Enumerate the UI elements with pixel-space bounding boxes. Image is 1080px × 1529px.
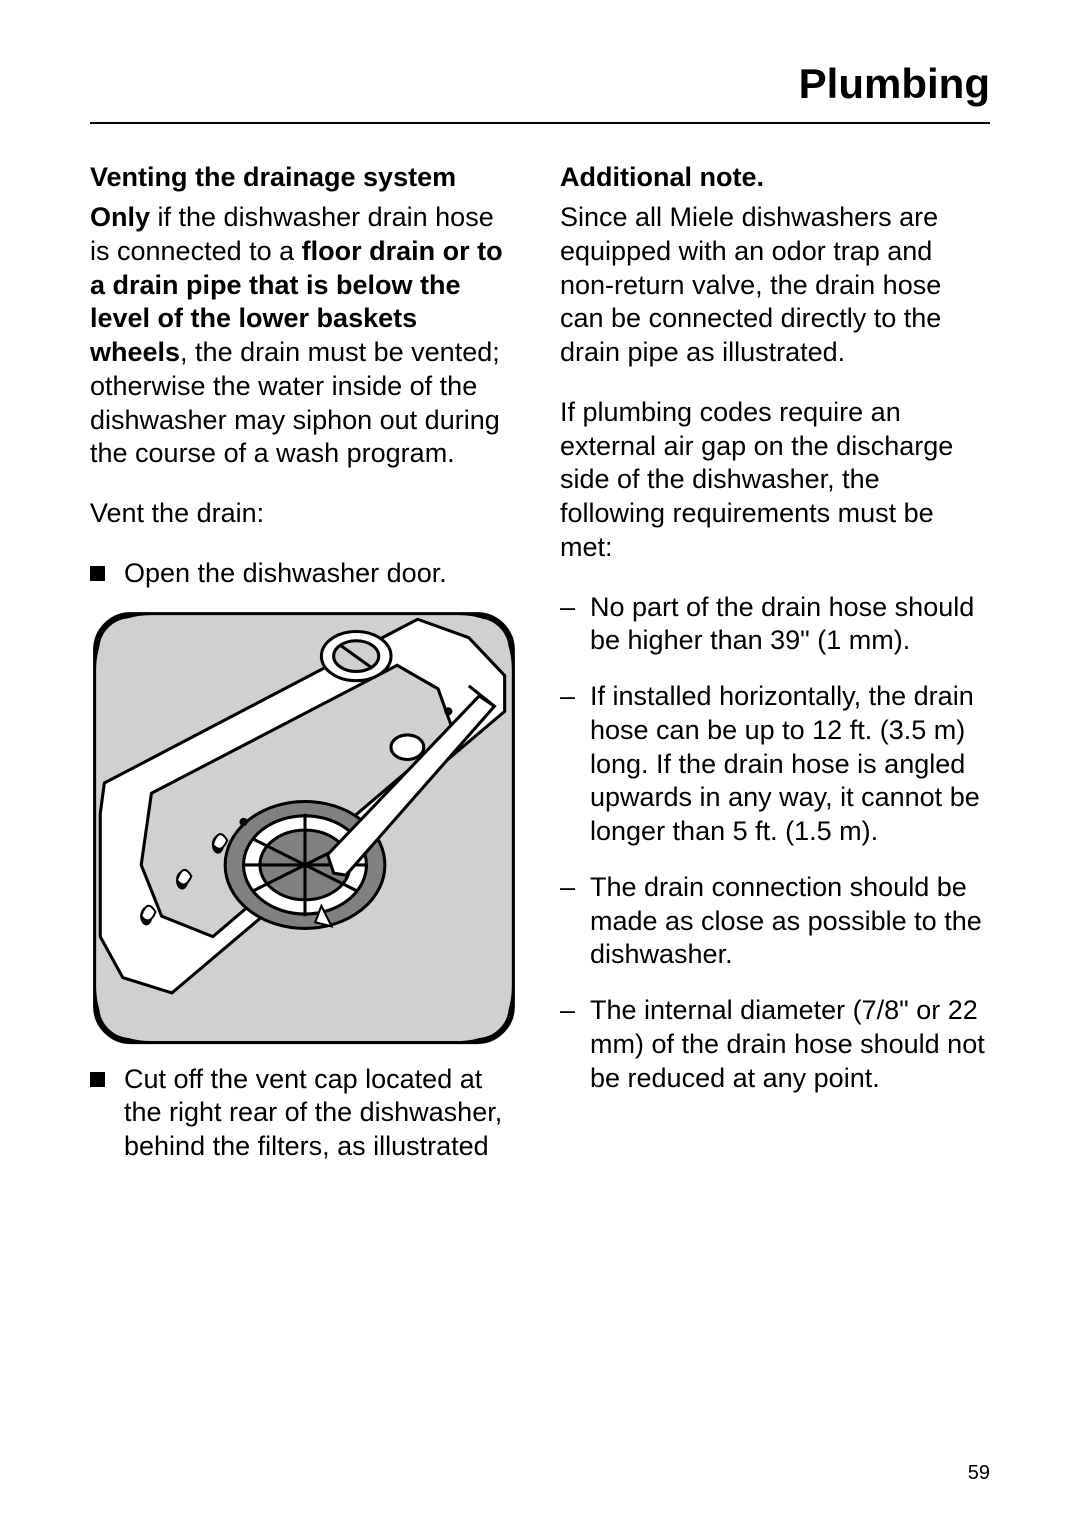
page-title: Plumbing [90,60,990,124]
right-heading: Additional note. [560,162,990,193]
list-item: No part of the drain hose should be high… [560,591,990,659]
page: Plumbing Venting the drainage system Onl… [0,0,1080,1529]
page-number: 59 [968,1462,990,1485]
drain-vent-figure [90,609,520,1049]
content-columns: Venting the drainage system Only if the … [90,162,990,1182]
left-paragraph-1: Only if the dishwasher drain hose is con… [90,201,520,471]
left-column: Venting the drainage system Only if the … [90,162,520,1182]
list-item: The internal diameter (7/8" or 22 mm) of… [560,994,990,1095]
dash-list: No part of the drain hose should be high… [560,591,990,1096]
list-item: The drain connection should be made as c… [560,871,990,972]
right-paragraph-1: Since all Miele dishwashers are equipped… [560,201,990,370]
left-paragraph-2: Vent the drain: [90,497,520,531]
step-list: Open the dishwasher door. [90,557,520,591]
right-column: Additional note. Since all Miele dishwas… [560,162,990,1182]
left-heading: Venting the drainage system [90,162,520,193]
step-list-2: Cut off the vent cap located at the righ… [90,1063,520,1164]
figure-svg [90,609,520,1049]
list-item: If installed horizontally, the drain hos… [560,680,990,849]
right-paragraph-2: If plumbing codes require an external ai… [560,396,990,565]
list-item: Open the dishwasher door. [90,557,520,591]
list-item: Cut off the vent cap located at the righ… [90,1063,520,1164]
bold-only: Only [90,202,150,232]
